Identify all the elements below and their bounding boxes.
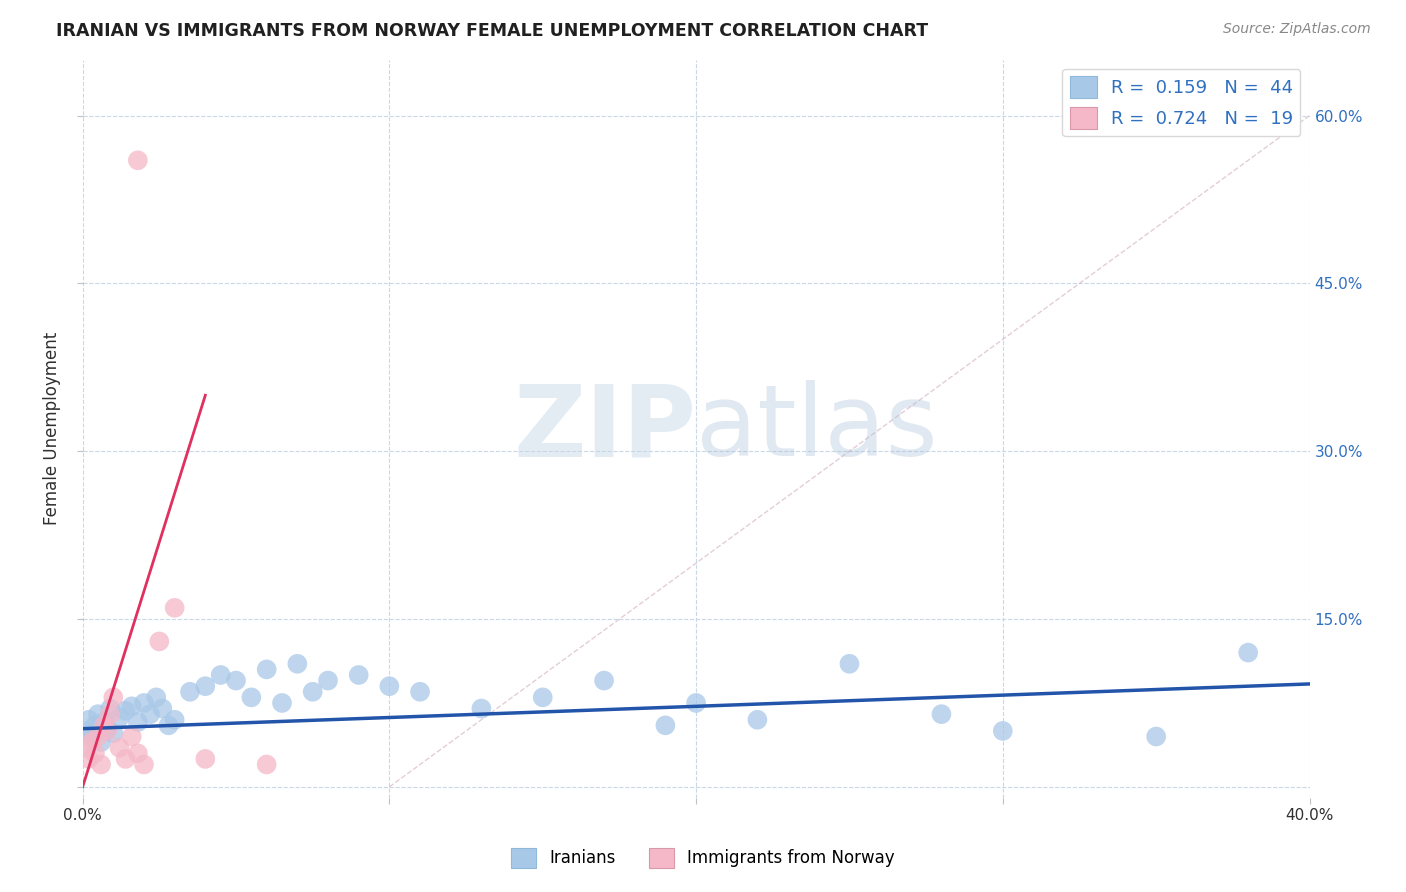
Point (240, 690, 263, 705)
Point (256, 757, 278, 772)
Point (838, 657, 860, 671)
Point (77, 713, 100, 727)
Point (145, 690, 167, 705)
Point (347, 668, 370, 682)
Point (285, 657, 308, 671)
Point (194, 679, 217, 693)
Point (194, 752, 217, 766)
Point (103, 690, 125, 705)
Point (163, 713, 186, 727)
Point (75, 740, 97, 755)
Legend: R =  0.159   N =  44, R =  0.724   N =  19: R = 0.159 N = 44, R = 0.724 N = 19 (1063, 69, 1301, 136)
Point (108, 710, 131, 724)
Point (256, 662, 278, 676)
Point (157, 718, 180, 732)
Point (127, 747, 149, 761)
Point (77, 752, 100, 766)
Point (114, 752, 136, 766)
Point (132, 696, 155, 710)
Point (225, 673, 247, 688)
Point (531, 690, 554, 705)
Point (163, 600, 186, 615)
Point (90, 735, 112, 749)
Point (654, 718, 676, 732)
Point (98, 701, 121, 715)
Text: atlas: atlas (696, 380, 938, 477)
Point (98, 707, 121, 722)
Point (96, 723, 118, 738)
Point (685, 696, 707, 710)
Point (108, 740, 131, 755)
Point (931, 707, 953, 722)
Text: IRANIAN VS IMMIGRANTS FROM NORWAY FEMALE UNEMPLOYMENT CORRELATION CHART: IRANIAN VS IMMIGRANTS FROM NORWAY FEMALE… (56, 22, 928, 40)
Point (87, 707, 110, 722)
Point (80, 730, 103, 744)
Point (1237, 646, 1260, 660)
Point (87, 730, 110, 744)
Point (84, 718, 107, 732)
Point (93, 714, 115, 729)
Point (209, 668, 232, 682)
Point (139, 707, 162, 722)
Y-axis label: Female Unemployment: Female Unemployment (44, 332, 60, 525)
Point (90, 757, 112, 772)
Point (121, 730, 143, 744)
Point (301, 685, 323, 699)
Point (316, 673, 339, 688)
Legend: Iranians, Immigrants from Norway: Iranians, Immigrants from Norway (505, 841, 901, 875)
Point (114, 704, 136, 718)
Point (593, 673, 616, 688)
Text: Source: ZipAtlas.com: Source: ZipAtlas.com (1223, 22, 1371, 37)
Point (121, 699, 143, 714)
Point (75, 723, 97, 738)
Point (747, 713, 769, 727)
Point (80, 735, 103, 749)
Point (84, 747, 107, 761)
Point (148, 634, 170, 648)
Point (103, 726, 125, 740)
Point (93, 718, 115, 732)
Point (132, 757, 155, 772)
Point (409, 685, 432, 699)
Point (127, 153, 149, 168)
Point (991, 723, 1014, 738)
Point (1144, 730, 1167, 744)
Point (96, 722, 118, 736)
Point (152, 701, 174, 715)
Point (470, 701, 492, 715)
Text: ZIP: ZIP (513, 380, 696, 477)
Point (271, 696, 294, 710)
Point (179, 685, 201, 699)
Point (127, 714, 149, 729)
Point (378, 679, 401, 693)
